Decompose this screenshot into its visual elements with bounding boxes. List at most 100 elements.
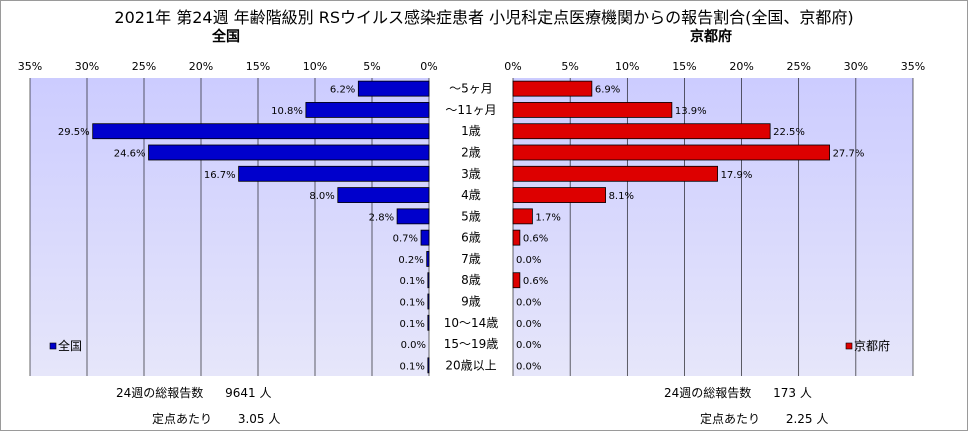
kyoto-value-label: 22.5% [773,127,805,138]
age-category-label: 20歳以上 [445,358,496,372]
national-tick-label: 5% [363,60,380,73]
kyoto-bar [512,187,606,203]
kyoto-bar [512,123,771,140]
chart-title: 2021年 第24週 年齢階級別 RSウイルス感染症患者 小児科定点医療機関から… [114,8,854,27]
national-bar [427,272,430,289]
national-bar [238,165,430,182]
kyoto-value-label: 0.0% [516,361,541,372]
kyoto-value-label: 0.0% [516,319,541,330]
kyoto-tick-label: 5% [561,60,578,73]
national-value-label: 6.2% [330,85,355,96]
kyoto-per-note: 定点あたり 2.25 人 [700,410,828,427]
kyoto-bar [512,272,521,289]
kyoto-value-label: 27.7% [833,149,865,160]
age-category-label: 8歳 [461,273,481,287]
age-category-label: 10～14歳 [444,316,499,330]
kyoto-panel-title: 京都府 [690,29,732,45]
kyoto-bar [512,208,533,225]
national-bar [427,314,430,331]
kyoto-plot-area [513,78,913,376]
age-category-label: 5歳 [461,209,481,223]
national-value-label: 16.7% [204,170,236,181]
age-category-label: 2歳 [461,146,481,160]
age-category-label: 3歳 [461,167,481,181]
kyoto-per-label: 定点あたり [700,412,761,426]
kyoto-tick-label: 25% [786,60,810,73]
national-tick-label: 35% [18,60,42,73]
national-per-value: 3.05 人 [237,412,281,426]
national-bar [305,102,430,118]
age-category-label: ～5ヶ月 [449,82,493,96]
national-tick-label: 20% [189,60,213,73]
national-value-label: 0.7% [393,234,418,245]
kyoto-value-label: 0.0% [516,255,541,266]
age-category-label: 1歳 [461,124,481,138]
national-value-label: 0.1% [399,276,424,287]
national-tick-label: 25% [132,60,156,73]
age-category-label: ～11ヶ月 [445,103,496,117]
age-category-label: 9歳 [461,295,481,309]
national-value-label: 0.2% [398,255,423,266]
kyoto-legend-swatch [845,342,853,350]
national-tick-label: 0% [420,60,437,73]
national-bar [337,187,430,203]
national-bar [427,357,430,374]
national-legend-label: 全国 [58,338,82,353]
kyoto-per-value: 2.25 人 [785,412,829,426]
national-value-label: 29.5% [58,127,90,138]
national-value-label: 10.8% [271,106,303,117]
kyoto-value-label: 1.7% [535,212,560,223]
national-bar [396,208,430,225]
kyoto-tick-label: 35% [901,60,925,73]
national-value-label: 0.0% [401,340,426,351]
national-value-label: 0.1% [399,319,424,330]
kyoto-total-value: 173 人 [773,386,812,400]
kyoto-value-label: 0.6% [523,276,548,287]
national-tick-label: 10% [303,60,327,73]
age-category-label: 15～19歳 [444,337,499,351]
kyoto-bar [512,165,718,182]
national-total-value: 9641 人 [225,386,272,400]
national-value-label: 2.8% [369,212,394,223]
kyoto-tick-label: 20% [729,60,753,73]
kyoto-tick-label: 0% [504,60,521,73]
national-tick-label: 15% [246,60,270,73]
national-value-label: 0.1% [399,361,424,372]
national-total-note: 24週の総報告数 9641 人 [116,384,271,401]
kyoto-value-label: 0.6% [523,234,548,245]
national-bar [426,251,430,267]
national-bar [92,123,430,140]
national-panel-title: 全国 [212,29,240,45]
age-category-label: 7歳 [461,252,481,266]
national-per-label: 定点あたり [152,412,213,426]
age-category-label: 6歳 [461,231,481,245]
kyoto-value-label: 6.9% [595,85,620,96]
national-tick-label: 30% [75,60,99,73]
age-category-label: 4歳 [461,188,481,202]
kyoto-total-note: 24週の総報告数 173 人 [664,384,812,401]
kyoto-bar [512,229,521,246]
national-bar [357,80,430,97]
national-per-note: 定点あたり 3.05 人 [152,410,280,427]
national-total-label: 24週の総報告数 [116,386,204,400]
kyoto-bar [512,144,830,161]
kyoto-tick-label: 30% [844,60,868,73]
kyoto-value-label: 17.9% [721,170,753,181]
national-value-label: 24.6% [114,149,146,160]
kyoto-total-label: 24週の総報告数 [664,386,752,400]
kyoto-tick-label: 10% [615,60,639,73]
kyoto-legend-label: 京都府 [854,338,890,353]
kyoto-value-label: 0.0% [516,340,541,351]
kyoto-value-label: 13.9% [675,106,707,117]
kyoto-bar [512,80,593,97]
national-bar [148,144,430,161]
national-legend-swatch [49,342,57,350]
kyoto-value-label: 0.0% [516,298,541,309]
national-bar [427,293,430,310]
national-plot-area [30,78,429,376]
kyoto-tick-label: 15% [672,60,696,73]
national-value-label: 8.0% [309,191,334,202]
kyoto-value-label: 8.1% [609,191,634,202]
national-bar [420,229,430,246]
